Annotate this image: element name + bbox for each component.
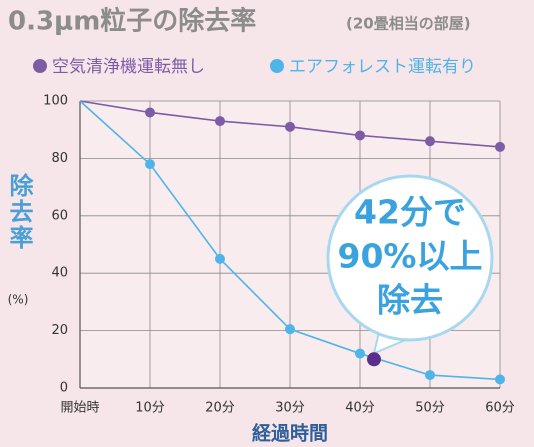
data-point	[215, 253, 225, 264]
data-point	[215, 116, 225, 127]
callout-join	[382, 322, 412, 334]
y-tick-label: 20	[51, 323, 68, 338]
x-tick-label: 50分	[415, 401, 445, 416]
data-point	[285, 324, 295, 335]
y-tick-label: 80	[51, 151, 68, 166]
legend-label: エアフォレスト運転有り	[289, 57, 476, 77]
x-tick-label: 30分	[275, 401, 305, 416]
data-point	[425, 370, 435, 381]
data-point	[355, 130, 365, 141]
y-tick-label: 0	[60, 381, 68, 396]
annotation: 90%以上	[338, 237, 483, 276]
x-axis-title: 経過時間	[252, 422, 328, 445]
legend-swatch	[270, 59, 284, 73]
data-point	[495, 374, 505, 385]
annotation: 42分で	[354, 193, 466, 232]
data-point	[285, 121, 295, 132]
annotation: 除去	[377, 281, 443, 320]
data-point	[355, 348, 365, 359]
x-tick-label: 60分	[485, 401, 515, 416]
legend-swatch	[33, 59, 47, 73]
y-axis-title: 除去率	[5, 172, 33, 251]
x-tick-label: 10分	[135, 401, 165, 416]
data-point	[145, 107, 155, 118]
x-tick-label: 40分	[345, 401, 375, 416]
data-point	[145, 159, 155, 170]
data-point	[425, 136, 435, 147]
highlight-point	[367, 352, 381, 367]
legend-label: 空気清浄機運転無し	[52, 57, 205, 77]
y-tick-label: 60	[51, 208, 68, 223]
x-tick-label: 20分	[205, 401, 235, 416]
x-tick-label: 開始時	[60, 401, 99, 416]
y-tick-label: 100	[43, 94, 68, 109]
chart-title: 0.3μm粒子の除去率	[8, 6, 256, 37]
callout-bubble	[326, 174, 494, 342]
y-axis-unit: (%)	[8, 293, 29, 307]
data-point	[495, 141, 505, 152]
chart-subtitle: (20畳相当の部屋)	[346, 15, 471, 33]
y-tick-label: 40	[51, 266, 68, 281]
